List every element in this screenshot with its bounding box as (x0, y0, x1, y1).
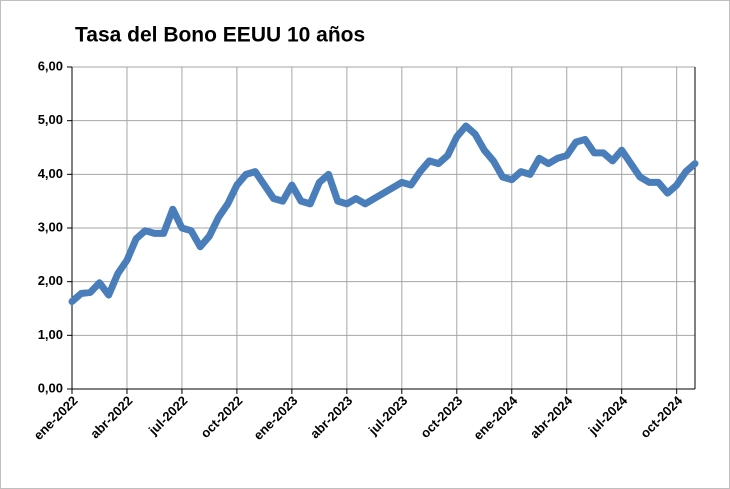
y-tick-label: 5,00 (38, 112, 63, 127)
y-tick-label: 3,00 (38, 219, 63, 234)
y-tick-label: 2,00 (38, 273, 63, 288)
data-line (68, 122, 699, 306)
y-tick-label: 4,00 (38, 166, 63, 181)
y-tick-label: 6,00 (38, 58, 63, 73)
y-tick-label: 0,00 (38, 380, 63, 395)
chart-title: Tasa del Bono EEUU 10 años (75, 24, 365, 47)
y-tick-label: 1,00 (38, 327, 63, 342)
